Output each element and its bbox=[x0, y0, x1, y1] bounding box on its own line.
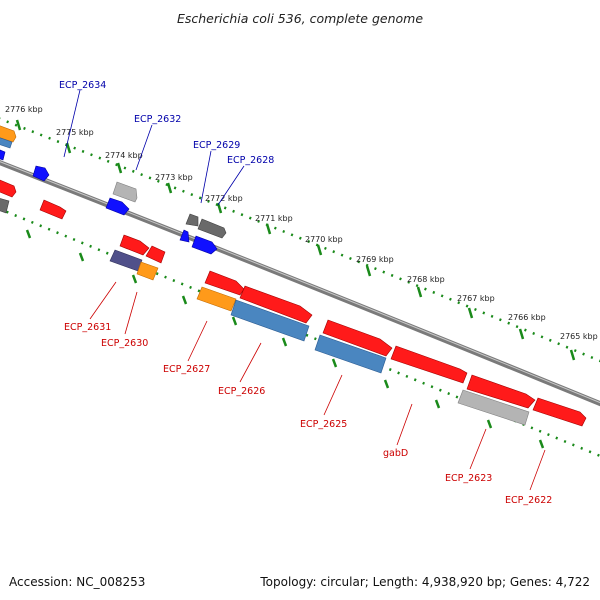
gene-feature-gray bbox=[112, 181, 138, 203]
tick-label: 2770 kbp bbox=[305, 235, 343, 244]
tick-label: 2769 kbp bbox=[356, 255, 394, 264]
gene-feature-red bbox=[390, 345, 468, 384]
gene-feature-red bbox=[39, 199, 67, 220]
gene-label: ECP_2632 bbox=[134, 114, 181, 125]
gene-label: ECP_2626 bbox=[218, 386, 265, 397]
bottom-gene-labels: ECP_2631 ECP_2630 ECP_2627 ECP_2626 ECP_… bbox=[64, 322, 552, 506]
gene-feature-blue bbox=[0, 149, 6, 161]
upper-strand-features bbox=[0, 125, 227, 255]
gene-feature-blue bbox=[191, 235, 218, 255]
inner-major-ticks bbox=[25, 229, 545, 449]
gene-feature-red bbox=[145, 245, 166, 264]
lower-strand-features bbox=[0, 179, 587, 427]
gene-label: ECP_2629 bbox=[193, 140, 240, 151]
gene-feature-blue bbox=[32, 165, 50, 182]
gene-feature-red bbox=[322, 319, 393, 357]
tick-label: 2768 kbp bbox=[407, 275, 445, 284]
gene-label: ECP_2630 bbox=[101, 338, 148, 349]
gene-feature-red bbox=[204, 270, 245, 296]
gene-feature-orange bbox=[0, 125, 17, 143]
gene-feature-purple bbox=[109, 249, 143, 272]
gene-feature-orange bbox=[196, 286, 237, 312]
tick-label: 2771 kbp bbox=[255, 214, 293, 223]
gene-label: ECP_2622 bbox=[505, 495, 552, 506]
gene-label: ECP_2627 bbox=[163, 364, 210, 375]
tick-label: 2767 kbp bbox=[457, 294, 495, 303]
gene-feature-steel bbox=[314, 334, 387, 374]
tick-label: 2776 kbp bbox=[5, 105, 43, 114]
gene-label: ECP_2625 bbox=[300, 419, 347, 430]
gene-label: ECP_2628 bbox=[227, 155, 274, 166]
gene-label: ECP_2623 bbox=[445, 473, 492, 484]
genome-backbone bbox=[0, 160, 600, 407]
gene-label: gabD bbox=[383, 448, 408, 459]
gene-feature-dark bbox=[185, 213, 199, 227]
gene-feature-blue bbox=[105, 197, 130, 216]
gene-feature-red bbox=[119, 234, 150, 256]
tick-label: 2773 kbp bbox=[155, 173, 193, 182]
gene-label: ECP_2631 bbox=[64, 322, 111, 333]
gene-feature-blue bbox=[179, 229, 190, 243]
bottom-leader-lines bbox=[89, 281, 546, 491]
gene-feature-red bbox=[532, 397, 587, 427]
gene-feature-dark bbox=[197, 218, 227, 239]
gene-feature-gray bbox=[457, 389, 530, 426]
tick-label: 2775 kbp bbox=[56, 128, 94, 137]
top-gene-labels: ECP_2634 ECP_2632 ECP_2629 ECP_2628 bbox=[59, 80, 274, 166]
gene-feature-red bbox=[239, 285, 313, 324]
genome-summary-text: Topology: circular; Length: 4,938,920 bp… bbox=[259, 575, 590, 589]
accession-text: Accession: NC_008253 bbox=[9, 575, 145, 589]
gene-feature-red bbox=[466, 374, 536, 409]
gene-feature-red bbox=[0, 179, 17, 198]
tick-labels: 2776 kbp 2775 kbp 2774 kbp 2773 kbp 2772… bbox=[5, 105, 598, 341]
gene-label: ECP_2634 bbox=[59, 80, 106, 91]
tick-label: 2766 kbp bbox=[508, 313, 546, 322]
tick-label: 2774 kbp bbox=[105, 151, 143, 160]
gene-feature-dark bbox=[0, 198, 10, 214]
top-leader-lines bbox=[63, 89, 245, 206]
gene-feature-orange bbox=[136, 261, 159, 281]
map-title: Escherichia coli 536, complete genome bbox=[177, 11, 423, 26]
tick-label: 2772 kbp bbox=[205, 194, 243, 203]
gene-feature-steel bbox=[0, 137, 13, 149]
gene-feature-steel bbox=[230, 299, 310, 342]
genome-backbone-highlight bbox=[0, 161, 600, 404]
tick-label: 2765 kbp bbox=[560, 332, 598, 341]
